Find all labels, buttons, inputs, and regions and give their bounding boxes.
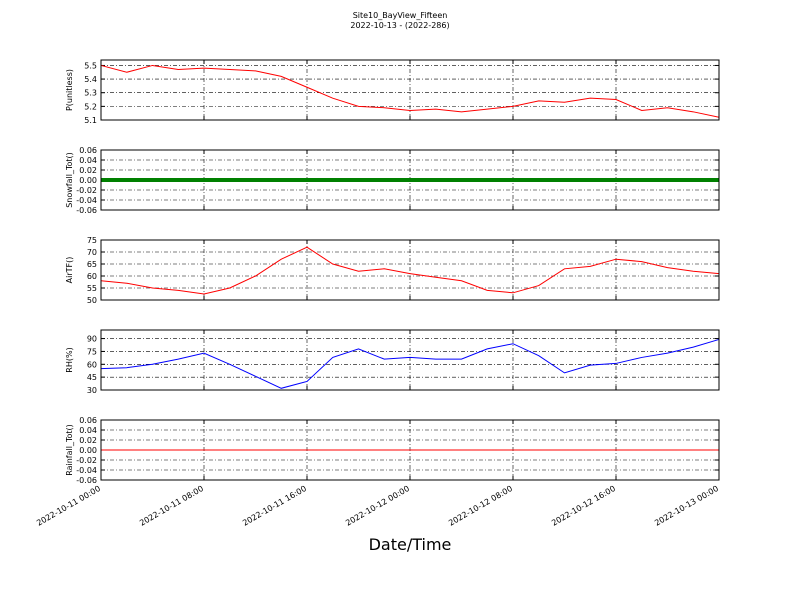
- plot-frame: [100, 149, 720, 211]
- y-tick-label: 55: [87, 284, 97, 293]
- data-line: [100, 338, 720, 389]
- y-tick-label: 0.06: [79, 416, 97, 425]
- y-axis-label: RH(%): [65, 347, 74, 372]
- y-tick-label: 90: [87, 335, 97, 344]
- y-tick-label: 5.2: [84, 102, 97, 111]
- y-tick-label: 0.04: [79, 426, 97, 435]
- y-tick-label: 50: [87, 296, 97, 305]
- y-axis-label: P(unitless): [65, 69, 74, 111]
- data-line: [100, 246, 720, 295]
- y-tick-label: 0.04: [79, 156, 97, 165]
- y-tick-label: 0.00: [79, 446, 97, 455]
- y-tick-label: 0.00: [79, 176, 97, 185]
- y-tick-label: 65: [87, 260, 97, 269]
- y-tick-label: 45: [87, 373, 97, 382]
- y-tick-label: -0.02: [76, 456, 97, 465]
- y-tick-label: -0.06: [76, 476, 97, 485]
- y-tick-label: 0.06: [79, 146, 97, 155]
- data-line: [100, 64, 720, 118]
- y-tick-label: 70: [87, 248, 97, 257]
- y-tick-label: 5.1: [84, 116, 97, 125]
- y-tick-label: 60: [87, 272, 97, 281]
- y-tick-label: -0.04: [76, 466, 97, 475]
- y-tick-label: 5.3: [84, 89, 97, 98]
- y-tick-label: 5.5: [84, 61, 97, 70]
- y-tick-label: 0.02: [79, 436, 97, 445]
- y-tick-label: -0.02: [76, 186, 97, 195]
- y-tick-label: -0.06: [76, 206, 97, 215]
- y-tick-label: 30: [87, 386, 97, 395]
- chart-title: Site10_BayView_Fifteen: [353, 11, 448, 20]
- y-tick-label: 75: [87, 236, 97, 245]
- x-axis-label: Date/Time: [369, 535, 452, 554]
- plot-frame: [100, 329, 720, 391]
- plot-frame: [100, 59, 720, 121]
- y-tick-label: 5.4: [84, 75, 97, 84]
- y-axis-label: Snowfall_Tot(): [65, 152, 74, 208]
- chart-subtitle: 2022-10-13 - (2022-286): [350, 21, 449, 30]
- y-tick-label: 60: [87, 360, 97, 369]
- y-axis-label: AirTF(): [65, 257, 74, 284]
- y-axis-label: Rainfall_Tot(): [65, 424, 74, 476]
- plot-frame: [100, 419, 720, 481]
- plot-frame: [100, 239, 720, 301]
- y-tick-label: 0.02: [79, 166, 97, 175]
- y-tick-label: -0.04: [76, 196, 97, 205]
- y-tick-label: 75: [87, 347, 97, 356]
